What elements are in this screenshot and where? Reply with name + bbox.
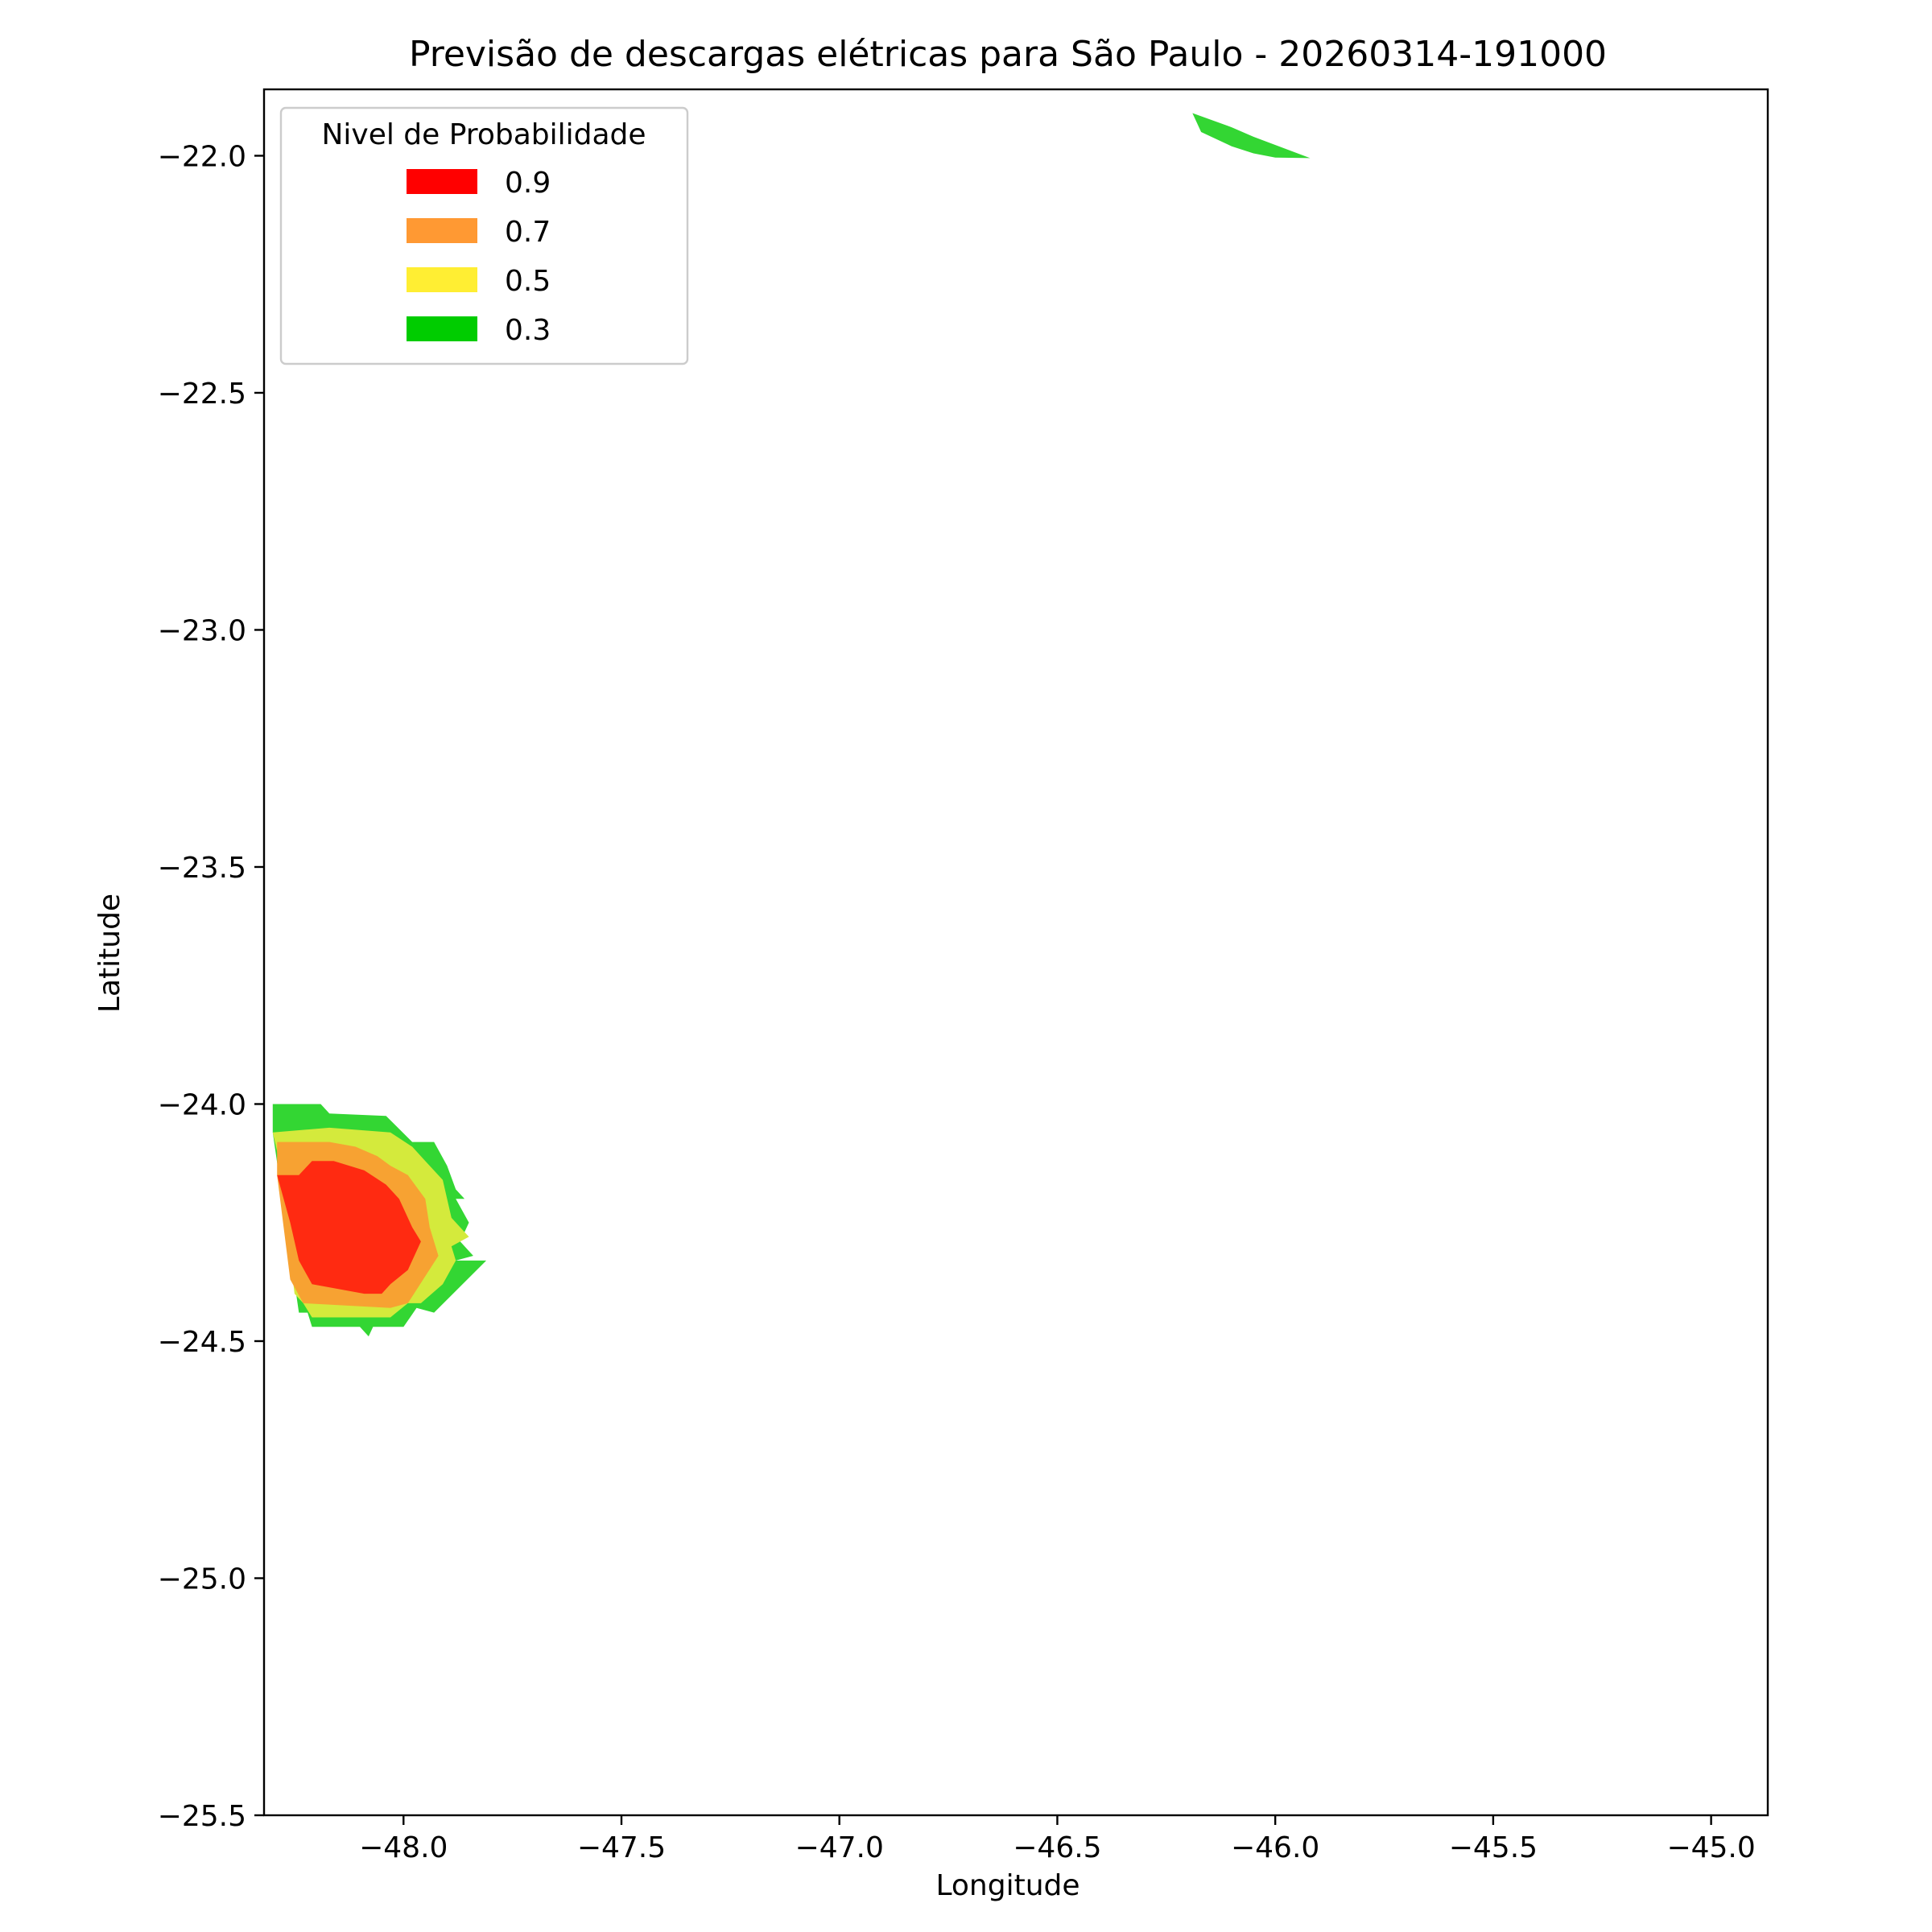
y-tick-label: −25.0 — [158, 1563, 246, 1596]
y-axis-label: Latitude — [93, 894, 126, 1013]
x-tick-label: −47.5 — [577, 1831, 666, 1864]
y-tick-label: −25.5 — [158, 1800, 246, 1833]
legend-label-0-7: 0.7 — [505, 216, 551, 249]
y-tick-label: −23.5 — [158, 852, 246, 885]
legend-box — [279, 106, 689, 365]
x-tick-label: −47.0 — [795, 1831, 884, 1864]
x-tick-label: −45.0 — [1666, 1831, 1755, 1864]
x-axis-label: Longitude — [935, 1869, 1080, 1902]
contour-regions — [272, 113, 1311, 1337]
y-axis-ticks: −22.0 −22.5 −23.0 −23.5 −24.0 −24.5 −25.0 −25.5 — [158, 140, 264, 1833]
y-tick-label: −22.0 — [158, 140, 246, 173]
y-tick-label: −23.0 — [158, 614, 246, 647]
plot-frame — [262, 88, 1769, 1817]
legend-label-0-9: 0.9 — [505, 167, 551, 200]
x-axis-ticks: −48.0 −47.5 −47.0 −46.5 −46.0 −45.5 −45.0 — [359, 1815, 1756, 1864]
x-tick-label: −46.0 — [1231, 1831, 1319, 1864]
legend-label-0-3: 0.3 — [505, 314, 551, 347]
x-tick-label: −45.5 — [1449, 1831, 1538, 1864]
legend-title: Nivel de Probabilidade — [321, 118, 646, 151]
chart-title: Previsão de descargas elétricas para São… — [409, 34, 1607, 75]
legend-label-0-5: 0.5 — [505, 265, 551, 298]
legend-swatch-0-5 — [407, 267, 477, 292]
contour-region-0-9-3 — [277, 1161, 421, 1294]
contour-region-0-3-4 — [1192, 113, 1311, 159]
y-tick-label: −24.0 — [158, 1088, 246, 1121]
legend-swatch-0-9 — [407, 169, 477, 194]
x-tick-label: −48.0 — [359, 1831, 448, 1864]
legend-entries: 0.9 0.7 0.5 0.3 — [407, 167, 551, 347]
legend-swatch-0-7 — [407, 218, 477, 243]
x-tick-label: −46.5 — [1013, 1831, 1101, 1864]
plot-background — [264, 89, 1768, 1815]
legend: Nivel de Probabilidade 0.9 0.7 0.5 0.3 — [279, 106, 689, 365]
legend-swatch-0-3 — [407, 316, 477, 341]
plot-area — [262, 88, 1769, 1817]
y-tick-label: −24.5 — [158, 1326, 246, 1359]
y-tick-label: −22.5 — [158, 378, 246, 411]
